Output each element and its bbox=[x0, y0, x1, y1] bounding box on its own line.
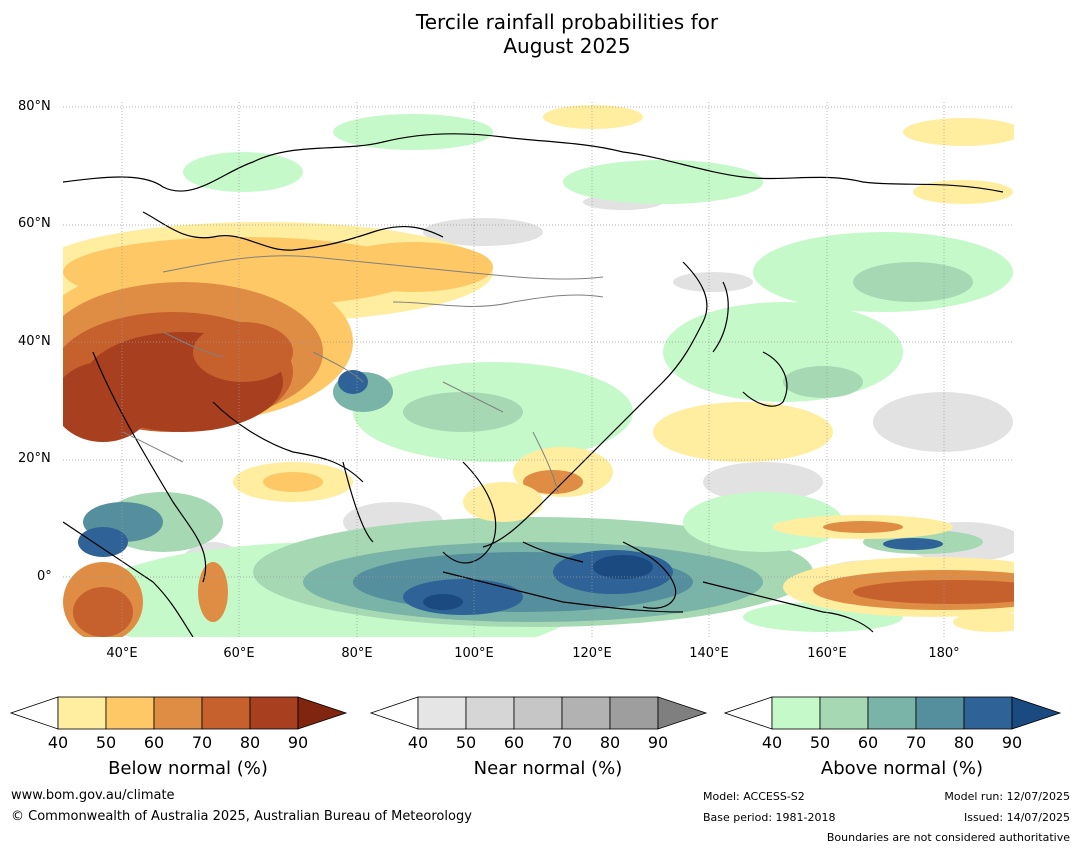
below-normal-colorbar-segment bbox=[153, 696, 203, 730]
lat-label-80n: 80°N bbox=[18, 99, 51, 114]
near-normal-colorbar-segment bbox=[417, 696, 467, 730]
near-normal-tick-label: 90 bbox=[647, 733, 669, 752]
near-normal-tick-label: 60 bbox=[503, 733, 525, 752]
near-normal-colorbar-over bbox=[657, 696, 708, 730]
above-normal-colorbar-segment bbox=[819, 696, 869, 730]
lat-label-60n: 60°N bbox=[18, 216, 51, 231]
probability-map bbox=[63, 102, 1014, 637]
below-normal-colorbar-segment bbox=[249, 696, 299, 730]
lon-label-160e: 160°E bbox=[807, 646, 847, 661]
below-normal-tick-label: 70 bbox=[191, 733, 213, 752]
base-period-text: Base period: 1981-2018 bbox=[703, 811, 836, 824]
near-normal-tick-label: 40 bbox=[407, 733, 429, 752]
below-normal-colorbar-segment bbox=[57, 696, 107, 730]
issued-text: Issued: 14/07/2025 bbox=[963, 811, 1070, 824]
title-line-1: Tercile rainfall probabilities for bbox=[415, 10, 719, 34]
lon-label-60e: 60°E bbox=[223, 646, 255, 661]
above-normal-colorbar-segment bbox=[915, 696, 965, 730]
near-normal-colorbar-segment bbox=[561, 696, 611, 730]
above-normal-tick-label: 70 bbox=[905, 733, 927, 752]
country-borders bbox=[122, 255, 604, 493]
near-normal-colorbar-segment bbox=[609, 696, 659, 730]
above-normal-tick-label: 60 bbox=[857, 733, 879, 752]
near-normal-colorbar bbox=[369, 696, 708, 734]
lat-label-equator: 0° bbox=[37, 569, 52, 584]
above-normal-colorbar-segment bbox=[963, 696, 1013, 730]
model-text: Model: ACCESS-S2 bbox=[703, 790, 805, 803]
near-normal-tick-label: 50 bbox=[455, 733, 477, 752]
below-normal-tick-label: 90 bbox=[287, 733, 309, 752]
above-normal-colorbar-segment bbox=[771, 696, 821, 730]
near-normal-tick-label: 70 bbox=[551, 733, 573, 752]
below-normal-tick-label: 40 bbox=[47, 733, 69, 752]
below-normal-colorbar-under bbox=[9, 696, 59, 730]
map-canvas bbox=[63, 102, 1014, 637]
model-run-text: Model run: 12/07/2025 bbox=[944, 790, 1070, 803]
website-text: www.bom.gov.au/climate bbox=[11, 788, 175, 803]
above-normal-colorbar-over bbox=[1011, 696, 1062, 730]
coastlines bbox=[63, 133, 1004, 637]
title-line-2: August 2025 bbox=[503, 34, 631, 58]
below-normal-tick-label: 50 bbox=[95, 733, 117, 752]
map-title: Tercile rainfall probabilities for Augus… bbox=[0, 10, 1081, 58]
below-normal-tick-label: 60 bbox=[143, 733, 165, 752]
lat-label-40n: 40°N bbox=[18, 334, 51, 349]
near-normal-colorbar-segment bbox=[465, 696, 515, 730]
disclaimer-text: Boundaries are not considered authoritat… bbox=[826, 831, 1070, 844]
above-normal-tick-label: 80 bbox=[953, 733, 975, 752]
below-normal-colorbar bbox=[9, 696, 348, 734]
below-normal-tick-label: 80 bbox=[239, 733, 261, 752]
lon-label-80e: 80°E bbox=[341, 646, 373, 661]
above-normal-tick-label: 40 bbox=[761, 733, 783, 752]
copyright-text: © Commonwealth of Australia 2025, Austra… bbox=[11, 809, 472, 824]
above-normal-tick-label: 50 bbox=[809, 733, 831, 752]
lon-label-140e: 140°E bbox=[689, 646, 729, 661]
near-normal-colorbar-under bbox=[369, 696, 419, 730]
above-normal-tick-label: 90 bbox=[1001, 733, 1023, 752]
lon-label-120e: 120°E bbox=[572, 646, 612, 661]
near-normal-tick-label: 80 bbox=[599, 733, 621, 752]
below-normal-colorbar-over bbox=[297, 696, 348, 730]
above-normal-colorbar-title: Above normal (%) bbox=[820, 758, 984, 779]
graticule bbox=[63, 102, 1014, 637]
below-normal-colorbar-title: Below normal (%) bbox=[108, 758, 268, 779]
lon-label-180: 180° bbox=[928, 646, 960, 661]
near-normal-colorbar-title: Near normal (%) bbox=[473, 758, 623, 779]
lon-label-40e: 40°E bbox=[106, 646, 138, 661]
below-normal-colorbar-segment bbox=[105, 696, 155, 730]
lat-label-20n: 20°N bbox=[18, 451, 51, 466]
above-normal-colorbar-segment bbox=[867, 696, 917, 730]
below-normal-colorbar-segment bbox=[201, 696, 251, 730]
near-normal-colorbar-segment bbox=[513, 696, 563, 730]
above-normal-colorbar-under bbox=[723, 696, 773, 730]
below-normal-shading bbox=[63, 105, 1014, 637]
above-normal-colorbar bbox=[723, 696, 1062, 734]
lon-label-100e: 100°E bbox=[454, 646, 494, 661]
